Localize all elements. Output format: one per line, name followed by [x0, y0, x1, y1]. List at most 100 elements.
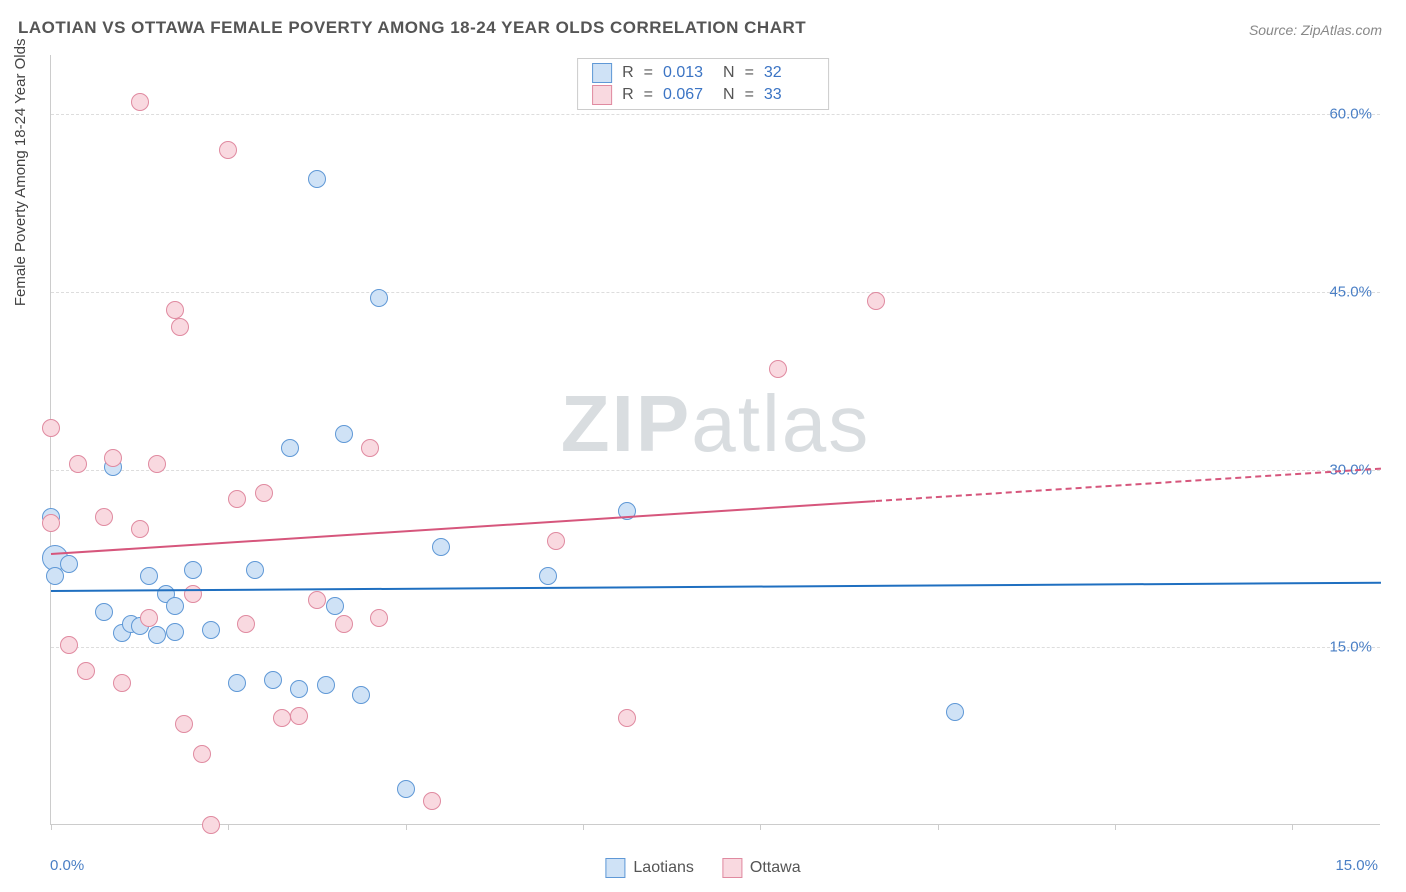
x-tick — [51, 824, 52, 830]
data-point — [193, 745, 211, 763]
data-point — [423, 792, 441, 810]
data-point — [308, 170, 326, 188]
x-tick — [583, 824, 584, 830]
x-tick — [938, 824, 939, 830]
x-tick — [406, 824, 407, 830]
data-point — [397, 780, 415, 798]
x-axis-max-label: 15.0% — [1335, 857, 1378, 874]
data-point — [140, 567, 158, 585]
trend-line — [876, 467, 1382, 501]
x-tick — [1115, 824, 1116, 830]
data-point — [317, 676, 335, 694]
legend-item: Laotians — [605, 858, 694, 878]
legend-label: Laotians — [633, 859, 694, 877]
data-point — [42, 514, 60, 532]
stats-row: R = 0.067 N = 33 — [578, 84, 828, 106]
stat-r-value: 0.013 — [663, 64, 713, 82]
data-point — [618, 709, 636, 727]
stat-key: R — [622, 86, 634, 104]
data-point — [166, 623, 184, 641]
y-axis-title: Female Poverty Among 18-24 Year Olds — [12, 39, 29, 307]
data-point — [352, 686, 370, 704]
stat-key: N — [723, 64, 735, 82]
x-tick — [760, 824, 761, 830]
data-point — [60, 636, 78, 654]
data-point — [202, 621, 220, 639]
data-point — [432, 538, 450, 556]
data-point — [237, 615, 255, 633]
x-axis-min-label: 0.0% — [50, 857, 84, 874]
data-point — [326, 597, 344, 615]
data-point — [228, 674, 246, 692]
data-point — [308, 591, 326, 609]
data-point — [42, 419, 60, 437]
y-tick-label: 60.0% — [1329, 106, 1372, 123]
data-point — [104, 449, 122, 467]
data-point — [166, 597, 184, 615]
series-legend: Laotians Ottawa — [605, 858, 800, 878]
y-tick-label: 45.0% — [1329, 283, 1372, 300]
data-point — [255, 484, 273, 502]
data-point — [769, 360, 787, 378]
data-point — [264, 671, 282, 689]
stat-n-value: 32 — [764, 64, 814, 82]
correlation-chart: LAOTIAN VS OTTAWA FEMALE POVERTY AMONG 1… — [0, 0, 1406, 892]
chart-title: LAOTIAN VS OTTAWA FEMALE POVERTY AMONG 1… — [18, 18, 806, 38]
data-point — [113, 674, 131, 692]
data-point — [60, 555, 78, 573]
data-point — [148, 455, 166, 473]
data-point — [131, 93, 149, 111]
stat-n-value: 33 — [764, 86, 814, 104]
data-point — [290, 680, 308, 698]
data-point — [148, 626, 166, 644]
data-point — [946, 703, 964, 721]
data-point — [228, 490, 246, 508]
data-point — [184, 561, 202, 579]
x-tick — [1292, 824, 1293, 830]
data-point — [370, 289, 388, 307]
stat-key: R — [622, 64, 634, 82]
data-point — [290, 707, 308, 725]
legend-swatch — [722, 858, 742, 878]
data-point — [361, 439, 379, 457]
gridline — [51, 470, 1380, 471]
trend-line — [51, 500, 876, 555]
stat-eq: = — [644, 86, 653, 104]
legend-swatch — [592, 85, 612, 105]
stat-eq: = — [644, 64, 653, 82]
source-label: Source: ZipAtlas.com — [1249, 22, 1382, 38]
x-tick — [228, 824, 229, 830]
gridline — [51, 647, 1380, 648]
data-point — [171, 318, 189, 336]
data-point — [184, 585, 202, 603]
gridline — [51, 114, 1380, 115]
y-tick-label: 15.0% — [1329, 639, 1372, 656]
stats-row: R = 0.013 N = 32 — [578, 62, 828, 84]
data-point — [547, 532, 565, 550]
legend-swatch — [605, 858, 625, 878]
legend-item: Ottawa — [722, 858, 801, 878]
data-point — [140, 609, 158, 627]
watermark-bold: ZIP — [561, 379, 691, 468]
data-point — [335, 615, 353, 633]
data-point — [246, 561, 264, 579]
data-point — [175, 715, 193, 733]
data-point — [95, 508, 113, 526]
data-point — [131, 520, 149, 538]
stat-key: N — [723, 86, 735, 104]
legend-label: Ottawa — [750, 859, 801, 877]
watermark: ZIPatlas — [561, 378, 870, 470]
data-point — [867, 292, 885, 310]
data-point — [273, 709, 291, 727]
stat-eq: = — [745, 86, 754, 104]
stat-eq: = — [745, 64, 754, 82]
data-point — [166, 301, 184, 319]
watermark-light: atlas — [691, 379, 870, 468]
stats-legend: R = 0.013 N = 32 R = 0.067 N = 33 — [577, 58, 829, 110]
data-point — [281, 439, 299, 457]
data-point — [539, 567, 557, 585]
data-point — [202, 816, 220, 834]
legend-swatch — [592, 63, 612, 83]
stat-r-value: 0.067 — [663, 86, 713, 104]
plot-area: ZIPatlas 15.0%30.0%45.0%60.0% — [50, 55, 1380, 825]
